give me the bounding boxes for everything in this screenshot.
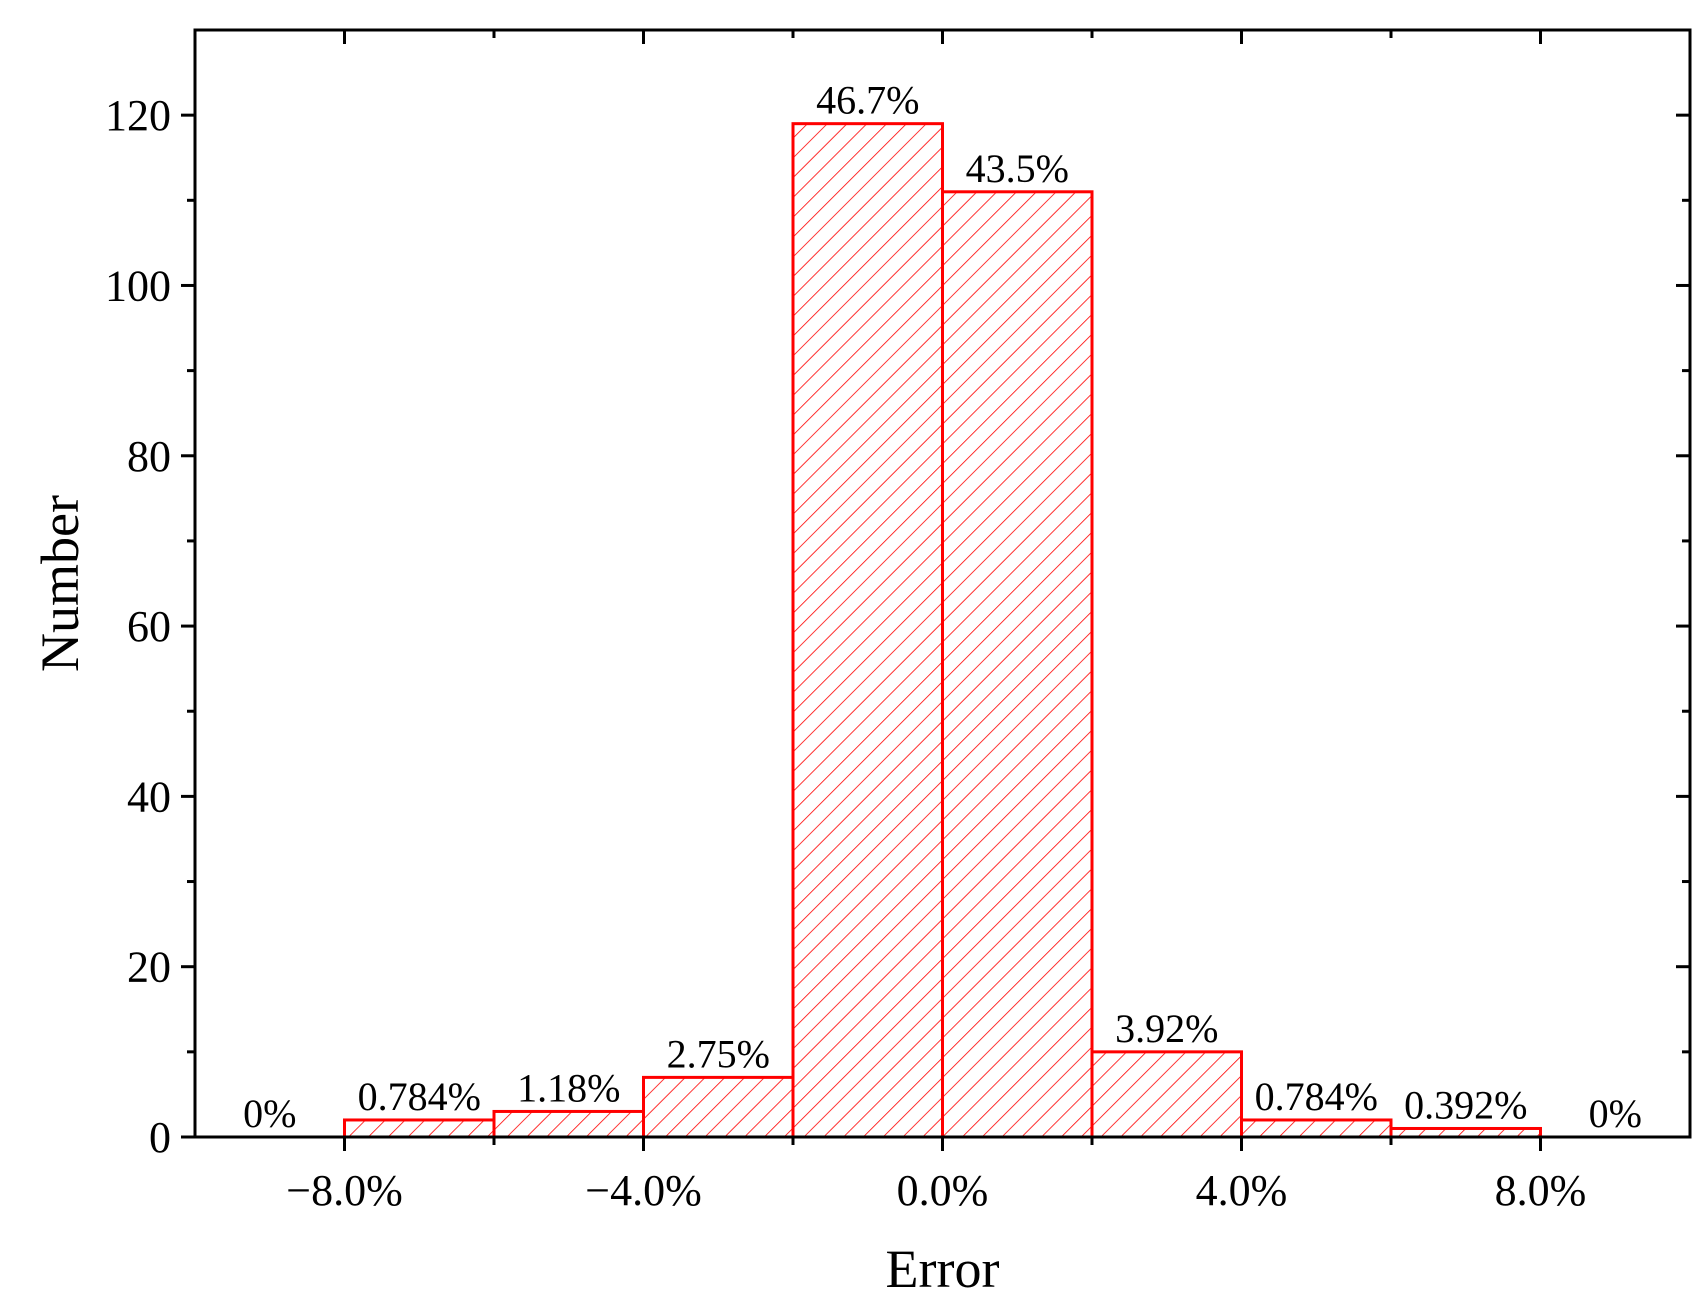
bar-percent-label-4: 46.7% — [816, 78, 919, 123]
bar-percent-label-0: 0% — [243, 1091, 296, 1136]
tick-labels-layer: −8.0% −4.0% 0.0% 4.0% 8.0% 0 20 40 60 80 100 120 — [105, 91, 1586, 1215]
histogram-bar-4 — [791, 122, 944, 1139]
y-tick-label: 0 — [149, 1113, 171, 1162]
histogram-bar-7 — [1240, 1118, 1393, 1139]
bars-layer — [343, 122, 1542, 1139]
x-tick-label: −8.0% — [286, 1166, 402, 1215]
y-tick-label: 60 — [127, 602, 171, 651]
histogram-bar-3 — [642, 1075, 795, 1139]
histogram-bar-5 — [941, 190, 1094, 1139]
y-tick-label: 120 — [105, 91, 171, 140]
bar-percent-label-7: 0.784% — [1255, 1074, 1378, 1119]
bar-percent-label-1: 0.784% — [358, 1074, 481, 1119]
bar-percent-label-2: 1.18% — [517, 1065, 620, 1110]
bar-percent-label-6: 3.92% — [1115, 1006, 1218, 1051]
bar-percent-label-3: 2.75% — [667, 1031, 770, 1076]
bar-percent-label-8: 0.392% — [1404, 1082, 1527, 1127]
bar-percent-label-9: 0% — [1589, 1091, 1642, 1136]
y-tick-label: 100 — [105, 261, 171, 310]
bar-percent-label-5: 43.5% — [966, 146, 1069, 191]
histogram-bar-2 — [492, 1109, 645, 1139]
y-tick-label: 40 — [127, 772, 171, 821]
x-tick-label: 8.0% — [1495, 1166, 1587, 1215]
x-tick-label: −4.0% — [585, 1166, 701, 1215]
x-tick-label: 0.0% — [897, 1166, 989, 1215]
y-tick-label: 80 — [127, 432, 171, 481]
y-tick-label: 20 — [127, 943, 171, 992]
bar-labels-layer: 0% 0.784% 1.18% 2.75% 46.7% 43.5% 3.92% 0.784% 0… — [243, 78, 1642, 1136]
y-axis-title: Number — [30, 495, 90, 672]
histogram-bar-1 — [343, 1118, 496, 1139]
x-tick-label: 4.0% — [1196, 1166, 1288, 1215]
histogram-bar-6 — [1090, 1050, 1243, 1139]
ticks-layer — [181, 30, 1690, 1151]
x-axis-title: Error — [886, 1239, 1000, 1299]
